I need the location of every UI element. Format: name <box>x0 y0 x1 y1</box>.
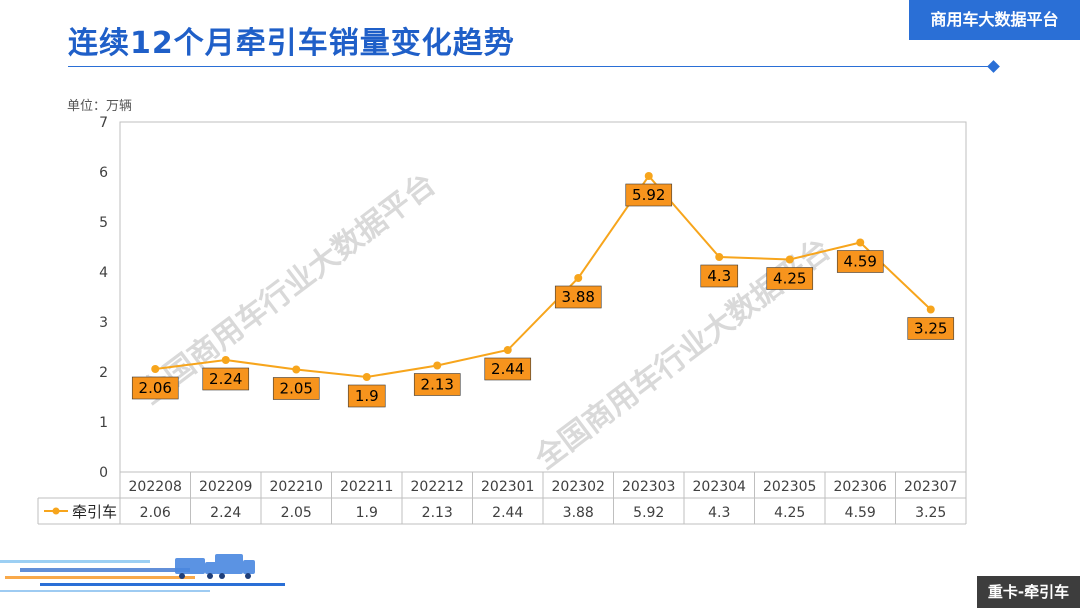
table-cell-value: 2.24 <box>210 505 241 521</box>
table-cell-value: 3.88 <box>563 505 594 521</box>
x-tick-label: 202302 <box>552 479 605 495</box>
table-cell-value: 2.05 <box>281 505 312 521</box>
table-cell-value: 4.3 <box>708 505 730 521</box>
truck-decoration <box>0 554 285 592</box>
x-tick-label: 202208 <box>129 479 182 495</box>
data-point <box>644 172 653 180</box>
data-label-box <box>625 183 673 207</box>
y-tick-label: 3 <box>99 315 108 331</box>
data-label: 3.88 <box>562 288 595 306</box>
data-label: 2.44 <box>491 360 524 378</box>
x-tick-label: 202304 <box>693 479 747 495</box>
brand-badge: 商用车大数据平台 <box>909 0 1080 40</box>
page-title: 连续12个月牵引车销量变化趋势 <box>68 26 515 61</box>
y-tick-label: 1 <box>99 415 108 431</box>
data-label-box <box>413 373 461 396</box>
data-point <box>503 346 512 354</box>
data-label-box <box>554 285 602 309</box>
data-label: 2.05 <box>280 380 313 398</box>
watermark-text: 全国商用车行业大数据平台 <box>133 167 442 412</box>
data-point <box>292 365 301 374</box>
data-label-box <box>907 317 955 340</box>
data-label: 4.3 <box>707 267 731 285</box>
data-label: 2.06 <box>139 379 172 397</box>
table-cell-value: 5.92 <box>633 505 664 521</box>
x-tick-label: 202209 <box>199 479 252 495</box>
data-label-box <box>131 376 179 400</box>
legend-label: 牵引车 <box>72 503 117 521</box>
data-label: 4.25 <box>773 270 806 288</box>
data-label: 5.92 <box>632 186 665 204</box>
y-tick-label: 7 <box>99 115 108 131</box>
data-point <box>856 238 865 247</box>
data-point <box>785 255 794 264</box>
data-label: 3.25 <box>914 320 947 338</box>
x-tick-label: 202303 <box>622 479 675 495</box>
y-tick-label: 2 <box>99 365 108 381</box>
data-label-box <box>202 367 250 391</box>
x-tick-label: 202307 <box>904 479 957 495</box>
x-tick-label: 202306 <box>834 479 888 495</box>
data-point <box>433 361 442 370</box>
data-point <box>221 356 230 364</box>
title-divider <box>68 66 994 67</box>
data-point <box>574 274 583 282</box>
category-tag: 重卡-牵引车 <box>977 576 1080 608</box>
table-cell-value: 2.06 <box>140 505 171 521</box>
table-cell-value: 2.13 <box>422 505 453 521</box>
table-cell-value: 1.9 <box>356 505 378 521</box>
series-line <box>155 174 932 379</box>
y-tick-label: 5 <box>99 215 108 231</box>
data-label-box <box>347 384 386 408</box>
data-point <box>715 253 724 261</box>
legend-marker <box>52 507 60 515</box>
data-label: 2.13 <box>421 376 454 394</box>
table-cell-value: 2.44 <box>492 505 523 521</box>
data-point <box>151 365 160 373</box>
table-cell-value: 4.59 <box>845 505 876 521</box>
x-tick-label: 202301 <box>481 479 534 495</box>
data-point <box>926 305 935 314</box>
data-label-box <box>272 377 320 400</box>
x-tick-label: 202305 <box>763 479 816 495</box>
x-tick-label: 202211 <box>340 479 393 495</box>
data-label: 2.24 <box>209 370 242 388</box>
y-tick-label: 0 <box>99 465 108 481</box>
data-label-box <box>766 267 814 290</box>
y-tick-label: 6 <box>99 165 108 181</box>
data-label-box <box>484 357 532 381</box>
x-tick-label: 202212 <box>411 479 464 495</box>
table-cell-value: 3.25 <box>915 505 946 521</box>
data-label-box <box>700 264 739 288</box>
data-label: 1.9 <box>355 387 379 405</box>
table-cell-value: 4.25 <box>774 505 805 521</box>
x-tick-label: 202210 <box>270 479 323 495</box>
unit-label: 单位：万辆 <box>67 99 133 114</box>
data-label-box <box>836 250 884 273</box>
data-point <box>362 373 371 381</box>
y-tick-label: 4 <box>99 265 108 281</box>
data-label: 4.59 <box>844 253 877 271</box>
